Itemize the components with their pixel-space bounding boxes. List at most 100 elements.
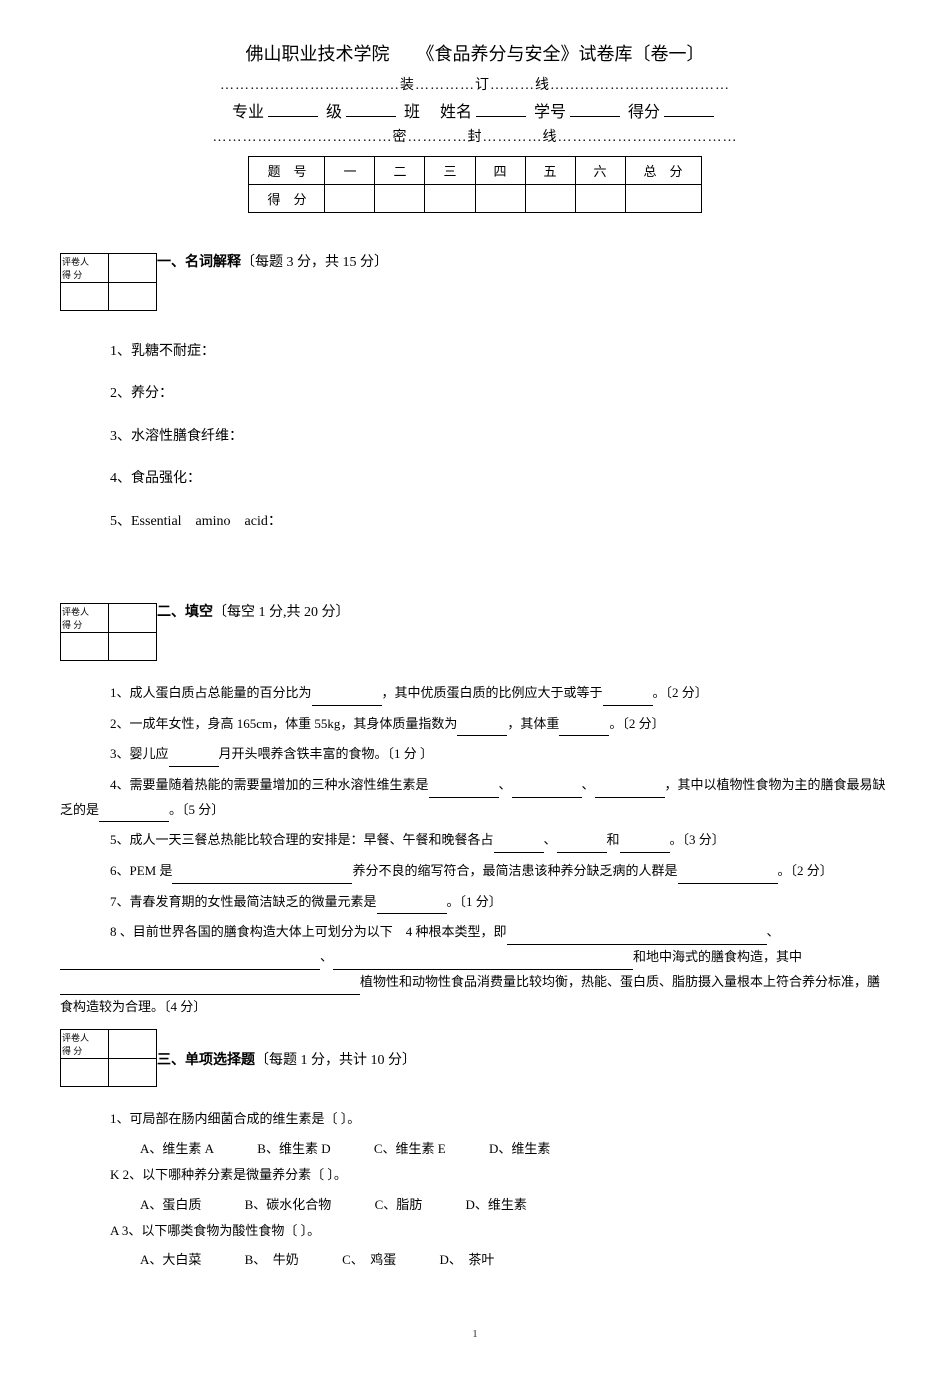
choice-opt: B、碳水化合物 — [245, 1194, 332, 1213]
fill-item: 7、青春发育期的女性最简洁缺乏的微量元素是。〔1 分〕 — [60, 890, 890, 915]
cell — [375, 185, 425, 213]
blank — [557, 852, 607, 853]
question-item: 3、水溶性膳食纤维： — [110, 426, 890, 448]
section-3-title: 三、单项选择题〔每题 1 分，共计 10 分〕 — [70, 1025, 890, 1069]
blank — [172, 883, 352, 884]
label-major: 专业 — [232, 104, 264, 121]
choice-question: A 3、以下哪类食物为酸性食物〔 〕。 — [60, 1219, 890, 1244]
blank — [312, 705, 382, 706]
choice-opt: B、 牛奶 — [245, 1249, 299, 1268]
blank — [595, 797, 665, 798]
table-row: 题 号 一 二 三 四 五 六 总 分 — [249, 157, 701, 185]
blank — [333, 969, 633, 970]
cell — [625, 185, 701, 213]
grader-blank — [109, 1059, 157, 1087]
grader-label: 评卷人得 分 — [61, 254, 109, 283]
cell — [525, 185, 575, 213]
label-grade: 级 — [326, 104, 342, 121]
fill-item: 8 、目前世界各国的膳食构造大体上可划分为以下 4 种根本类型，即、 、和地中海… — [60, 920, 890, 1019]
choice-opt: A、蛋白质 — [140, 1194, 201, 1213]
choice-opt: B、维生素 D — [257, 1138, 330, 1157]
page-title: 佛山职业技术学院 《食品养分与安全》试卷库〔卷一〕 — [60, 40, 890, 66]
grader-box: 评卷人得 分 — [60, 253, 157, 311]
student-info-line: 专业 级 班 姓名 学号 得分 — [60, 98, 890, 122]
blank — [678, 883, 778, 884]
cell: 二 — [375, 157, 425, 185]
fill-item: 3、婴儿应月开头喂养含铁丰富的食物。〔1 分 〕 — [60, 742, 890, 767]
grader-blank — [109, 632, 157, 660]
cell-label: 题 号 — [249, 157, 325, 185]
section-1-questions: 1、乳糖不耐症： 2、养分： 3、水溶性膳食纤维： 4、食品强化： 5、Esse… — [60, 341, 890, 533]
table-row: 得 分 — [249, 185, 701, 213]
choice-opt: D、维生素 — [489, 1138, 550, 1157]
blank — [169, 766, 219, 767]
choice-opt: C、 鸡蛋 — [342, 1249, 396, 1268]
grader-blank — [109, 1030, 157, 1059]
choice-question: 1、可局部在肠内细菌合成的维生素是〔 〕。 — [60, 1107, 890, 1132]
grader-blank — [109, 603, 157, 632]
grader-box: 评卷人得 分 — [60, 603, 157, 661]
cell — [475, 185, 525, 213]
cell — [575, 185, 625, 213]
blank-major — [268, 116, 318, 117]
label-score: 得分 — [628, 104, 660, 121]
fill-item: 6、PEM 是养分不良的缩写符合，最简洁患该种养分缺乏病的人群是。〔2 分〕 — [60, 859, 890, 884]
question-item: 4、食品强化： — [110, 468, 890, 490]
choice-options: A、蛋白质 B、碳水化合物 C、脂肪 D、维生素 — [60, 1194, 890, 1213]
question-item: 5、Essential amino acid： — [110, 511, 890, 533]
fill-item: 1、成人蛋白质占总能量的百分比为，其中优质蛋白质的比例应大于或等于。〔2 分〕 — [60, 681, 890, 706]
choice-opt: C、脂肪 — [375, 1194, 423, 1213]
choice-question: K 2、以下哪种养分素是微量养分素〔 〕。 — [60, 1163, 890, 1188]
choice-opt: D、维生素 — [465, 1194, 526, 1213]
cell: 四 — [475, 157, 525, 185]
fill-item: 2、一成年女性，身高 165cm，体重 55kg，其身体质量指数为，其体重。〔2… — [60, 712, 890, 737]
grader-blank — [109, 254, 157, 283]
section-2-questions: 1、成人蛋白质占总能量的百分比为，其中优质蛋白质的比例应大于或等于。〔2 分〕 … — [60, 681, 890, 1019]
blank-grade — [346, 116, 396, 117]
grader-box: 评卷人得 分 — [60, 1029, 157, 1087]
choice-options: A、维生素 A B、维生素 D C、维生素 E D、维生素 — [60, 1138, 890, 1157]
question-item: 1、乳糖不耐症： — [110, 341, 890, 363]
grader-label: 评卷人得 分 — [61, 603, 109, 632]
grader-blank — [61, 283, 109, 311]
cell — [325, 185, 375, 213]
choice-options: A、大白菜 B、 牛奶 C、 鸡蛋 D、 茶叶 — [60, 1249, 890, 1268]
grader-blank — [61, 1059, 109, 1087]
blank — [512, 797, 582, 798]
cell-label: 得 分 — [249, 185, 325, 213]
choice-opt: D、 茶叶 — [439, 1249, 494, 1268]
blank-score — [664, 116, 714, 117]
fill-item: 5、成人一天三餐总热能比较合理的安排是：早餐、午餐和晚餐各占、和。〔3 分〕 — [60, 828, 890, 853]
label-name: 姓名 — [440, 104, 472, 121]
blank — [377, 913, 447, 914]
cell — [425, 185, 475, 213]
blank — [99, 821, 169, 822]
choice-opt: A、维生素 A — [140, 1138, 214, 1157]
cell: 六 — [575, 157, 625, 185]
blank — [429, 797, 499, 798]
label-class: 班 — [404, 104, 420, 121]
blank — [60, 994, 360, 995]
score-table: 题 号 一 二 三 四 五 六 总 分 得 分 — [248, 156, 701, 213]
blank — [559, 735, 609, 736]
question-item: 2、养分： — [110, 383, 890, 405]
cell: 三 — [425, 157, 475, 185]
grader-blank — [109, 283, 157, 311]
choice-opt: C、维生素 E — [374, 1138, 446, 1157]
blank — [60, 969, 320, 970]
binding-line: ………………………………装…………订………线……………………………… — [60, 74, 890, 94]
cell: 总 分 — [625, 157, 701, 185]
section-1-title: 一、名词解释〔每题 3 分，共 15 分〕 — [70, 223, 890, 271]
grader-label: 评卷人得 分 — [61, 1030, 109, 1059]
page-number: 1 — [60, 1328, 890, 1340]
choice-opt: A、大白菜 — [140, 1249, 201, 1268]
grader-blank — [61, 632, 109, 660]
seal-line: ………………………………密…………封…………线……………………………… — [60, 126, 890, 146]
label-id: 学号 — [534, 104, 566, 121]
blank — [457, 735, 507, 736]
fill-item: 4、需要量随着热能的需要量增加的三种水溶性维生素是、、，其中以植物性食物为主的膳… — [60, 773, 890, 822]
blank-id — [570, 116, 620, 117]
blank — [507, 944, 767, 945]
blank — [603, 705, 653, 706]
blank — [494, 852, 544, 853]
